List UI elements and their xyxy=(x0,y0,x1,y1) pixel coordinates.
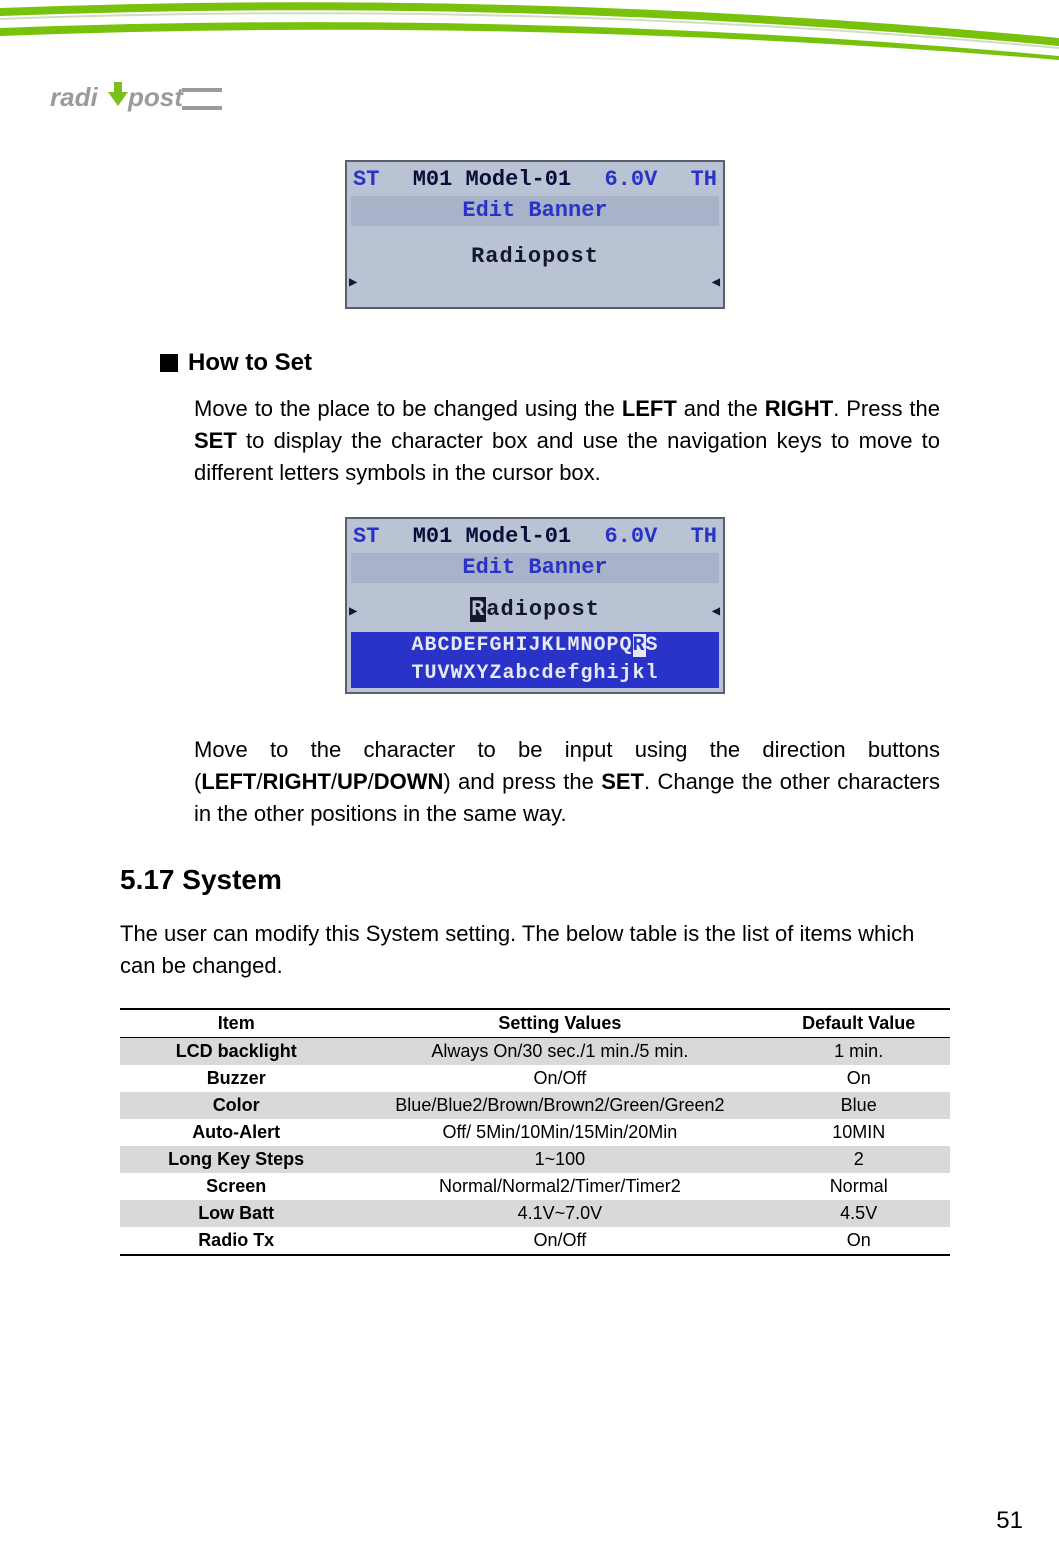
cell-item: Buzzer xyxy=(120,1065,352,1092)
lcd2-title: Edit Banner xyxy=(351,553,719,583)
section-intro: The user can modify this System setting.… xyxy=(120,918,950,982)
how-to-set-label: How to Set xyxy=(188,349,312,377)
table-row: ColorBlue/Blue2/Brown/Brown2/Green/Green… xyxy=(120,1092,950,1119)
section-heading: 5.17 System xyxy=(120,864,950,896)
lcd2-model: M01 Model-01 xyxy=(413,523,571,551)
document-page: radi post ST M01 Model-01 6.0V TH Edit B… xyxy=(0,0,1059,1555)
table-row: Long Key Steps1~1002 xyxy=(120,1146,950,1173)
cell-values: 1~100 xyxy=(352,1146,767,1173)
cell-item: Low Batt xyxy=(120,1200,352,1227)
p1-d: to display the character box and use the… xyxy=(194,428,940,485)
table-row: Radio TxOn/OffOn xyxy=(120,1227,950,1255)
table-row: ScreenNormal/Normal2/Timer/Timer2Normal xyxy=(120,1173,950,1200)
svg-text:radi: radi xyxy=(50,82,98,112)
p1-b: and the xyxy=(677,396,765,421)
cell-default: 4.5V xyxy=(767,1200,950,1227)
cell-item: LCD backlight xyxy=(120,1038,352,1066)
system-settings-table: Item Setting Values Default Value LCD ba… xyxy=(120,1008,950,1256)
cell-item: Radio Tx xyxy=(120,1227,352,1255)
p2-b: ) and press the xyxy=(443,769,601,794)
alpha1-pre: ABCDEFGHIJKLMNOPQ xyxy=(411,634,632,657)
lcd-screenshot-1: ST M01 Model-01 6.0V TH Edit Banner ▶◀ R… xyxy=(120,160,950,309)
lcd2-body: ▶◀ Radiopost xyxy=(351,583,719,632)
cell-item: Color xyxy=(120,1092,352,1119)
lcd1-volt: 6.0V xyxy=(604,166,657,194)
cell-default: 2 xyxy=(767,1146,950,1173)
cell-item: Screen xyxy=(120,1173,352,1200)
cell-default: 1 min. xyxy=(767,1038,950,1066)
lcd1-body: ▶◀ Radiopost xyxy=(351,226,719,303)
p1-left: LEFT xyxy=(622,396,677,421)
cell-default: Blue xyxy=(767,1092,950,1119)
col-values: Setting Values xyxy=(352,1009,767,1038)
p1-right: RIGHT xyxy=(765,396,833,421)
table-row: LCD backlightAlways On/30 sec./1 min./5 … xyxy=(120,1038,950,1066)
lcd-screenshot-2: ST M01 Model-01 6.0V TH Edit Banner ▶◀ R… xyxy=(120,517,950,694)
lcd2-arrows: ▶◀ xyxy=(349,603,721,620)
p2-down: DOWN xyxy=(374,769,444,794)
lcd1-text: Radiopost xyxy=(471,244,599,269)
lcd2-st: ST xyxy=(353,523,379,551)
col-item: Item xyxy=(120,1009,352,1038)
howto-paragraph-1: Move to the place to be changed using th… xyxy=(194,393,940,489)
cell-values: On/Off xyxy=(352,1065,767,1092)
lcd1-st: ST xyxy=(353,166,379,194)
svg-text:post: post xyxy=(127,82,184,112)
lcd1-model: M01 Model-01 xyxy=(413,166,571,194)
page-number: 51 xyxy=(996,1507,1023,1535)
brand-logo: radi post xyxy=(50,78,250,118)
lcd2-alpha-row1: ABCDEFGHIJKLMNOPQRS xyxy=(351,632,719,660)
p1-a: Move to the place to be changed using th… xyxy=(194,396,622,421)
cell-values: 4.1V~7.0V xyxy=(352,1200,767,1227)
p2-set: SET xyxy=(601,769,644,794)
square-bullet-icon xyxy=(160,354,178,372)
cell-values: Blue/Blue2/Brown/Brown2/Green/Green2 xyxy=(352,1092,767,1119)
lcd2-th: TH xyxy=(691,523,717,551)
cell-default: Normal xyxy=(767,1173,950,1200)
cell-values: On/Off xyxy=(352,1227,767,1255)
lcd1-title: Edit Banner xyxy=(351,196,719,226)
cell-values: Off/ 5Min/10Min/15Min/20Min xyxy=(352,1119,767,1146)
lcd1-arrows: ▶◀ xyxy=(349,274,721,291)
alpha1-hl: R xyxy=(633,634,646,657)
table-row: Low Batt4.1V~7.0V4.5V xyxy=(120,1200,950,1227)
table-row: BuzzerOn/OffOn xyxy=(120,1065,950,1092)
p2-left: LEFT xyxy=(201,769,256,794)
cell-values: Normal/Normal2/Timer/Timer2 xyxy=(352,1173,767,1200)
content-column: ST M01 Model-01 6.0V TH Edit Banner ▶◀ R… xyxy=(120,160,950,1256)
cell-default: 10MIN xyxy=(767,1119,950,1146)
cell-values: Always On/30 sec./1 min./5 min. xyxy=(352,1038,767,1066)
table-row: Auto-AlertOff/ 5Min/10Min/15Min/20Min10M… xyxy=(120,1119,950,1146)
p1-set: SET xyxy=(194,428,237,453)
cell-item: Auto-Alert xyxy=(120,1119,352,1146)
cell-item: Long Key Steps xyxy=(120,1146,352,1173)
p2-right: RIGHT xyxy=(262,769,330,794)
how-to-set-heading: How to Set xyxy=(160,349,950,377)
alpha1-post: S xyxy=(646,634,659,657)
cell-default: On xyxy=(767,1065,950,1092)
header-stripes xyxy=(0,0,1059,60)
p2-up: UP xyxy=(337,769,368,794)
table-header-row: Item Setting Values Default Value xyxy=(120,1009,950,1038)
p1-c: . Press the xyxy=(833,396,940,421)
cell-default: On xyxy=(767,1227,950,1255)
col-default: Default Value xyxy=(767,1009,950,1038)
lcd2-alpha-row2: TUVWXYZabcdefghijkl xyxy=(351,660,719,688)
lcd2-volt: 6.0V xyxy=(604,523,657,551)
howto-paragraph-2: Move to the character to be input using … xyxy=(194,734,940,830)
lcd1-th: TH xyxy=(691,166,717,194)
